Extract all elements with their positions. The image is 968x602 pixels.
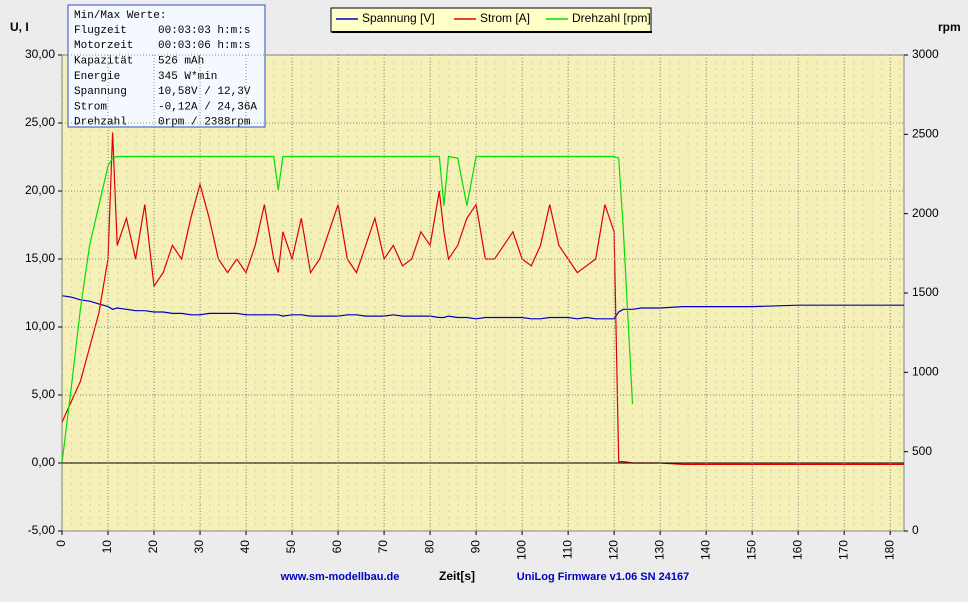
footer-firmware: UniLog Firmware v1.06 SN 24167	[517, 571, 689, 583]
info-title: Min/Max Werte:	[74, 10, 166, 22]
info-label: Motorzeit	[74, 40, 133, 52]
x-tick-label: 150	[744, 540, 758, 560]
y2-axis-label: rpm	[938, 20, 961, 34]
y2-tick-label: 3000	[912, 47, 939, 61]
info-value: 0rpm / 2388rpm	[158, 117, 251, 129]
y-tick-label: 20,00	[25, 183, 55, 197]
x-tick-label: 140	[698, 540, 712, 560]
x-tick-label: 160	[790, 540, 804, 560]
x-tick-label: 10	[100, 540, 114, 554]
x-tick-label: 130	[652, 540, 666, 560]
x-tick-label: 40	[238, 540, 252, 554]
x-tick-label: 100	[514, 540, 528, 560]
x-tick-label: 50	[284, 540, 298, 554]
legend-label: Drehzahl [rpm]	[572, 11, 651, 25]
y2-tick-label: 2500	[912, 127, 939, 141]
info-value: 00:03:06 h:m:s	[158, 40, 250, 52]
info-box: Min/Max Werte: Flugzeit 00:03:03 h:m:s Moto…	[67, 4, 266, 129]
info-value: 345 W*min	[158, 71, 217, 83]
x-tick-label: 60	[330, 540, 344, 554]
info-label: Energie	[74, 71, 120, 83]
x-axis-label: Zeit[s]	[439, 569, 475, 583]
series-line	[62, 155, 634, 463]
series-group	[62, 132, 904, 465]
plot-area	[61, 54, 905, 532]
y-tick-label: 0,00	[32, 455, 56, 469]
x-tick-label: 170	[836, 540, 850, 560]
footer-link: www.sm-modellbau.de	[280, 571, 400, 583]
y-tick-label: 10,00	[25, 319, 55, 333]
x-tick-label: 180	[882, 540, 896, 560]
legend-label: Spannung [V]	[362, 11, 435, 25]
info-label: Spannung	[74, 86, 127, 98]
y-tick-label: 25,00	[25, 115, 55, 129]
y-tick-label: 5,00	[32, 387, 56, 401]
y2-tick-label: 1500	[912, 285, 939, 299]
y-tick-label: 15,00	[25, 251, 55, 265]
y2-tick-label: 0	[912, 523, 919, 537]
info-value: 10,58V / 12,3V	[158, 86, 251, 98]
y-axis-label: U, I	[10, 20, 29, 34]
y2-tick-label: 2000	[912, 206, 939, 220]
info-value: 00:03:03 h:m:s	[158, 25, 250, 37]
legend-box	[330, 7, 652, 33]
x-tick-label: 30	[192, 540, 206, 554]
info-box-frame	[67, 4, 266, 128]
x-tick-label: 110	[560, 540, 574, 559]
info-value: -0,12A / 24,36A	[158, 101, 257, 113]
y-tick-label: 30,00	[25, 47, 55, 61]
series-line	[62, 132, 904, 465]
x-tick-label: 120	[606, 540, 620, 560]
legend-label: Strom [A]	[480, 11, 530, 25]
legend: Spannung [V] Strom [A] Drehzahl [rpm]	[330, 7, 652, 33]
legend-shadow	[332, 31, 652, 33]
x-tick-label: 0	[54, 540, 68, 547]
x-tick-label: 90	[468, 540, 482, 554]
info-label: Strom	[74, 101, 107, 113]
info-label: Drehzahl	[74, 117, 127, 129]
x-tick-label: 80	[422, 540, 436, 554]
x-tick-label: 20	[146, 540, 160, 554]
info-label: Kapazität	[74, 56, 133, 68]
y2-tick-label: 500	[912, 444, 932, 458]
y2-tick-label: 1000	[912, 365, 939, 379]
info-label: Flugzeit	[74, 25, 127, 37]
x-tick-label: 70	[376, 540, 390, 554]
info-value: 526 mAh	[158, 56, 204, 68]
y-tick-label: -5,00	[28, 523, 56, 537]
